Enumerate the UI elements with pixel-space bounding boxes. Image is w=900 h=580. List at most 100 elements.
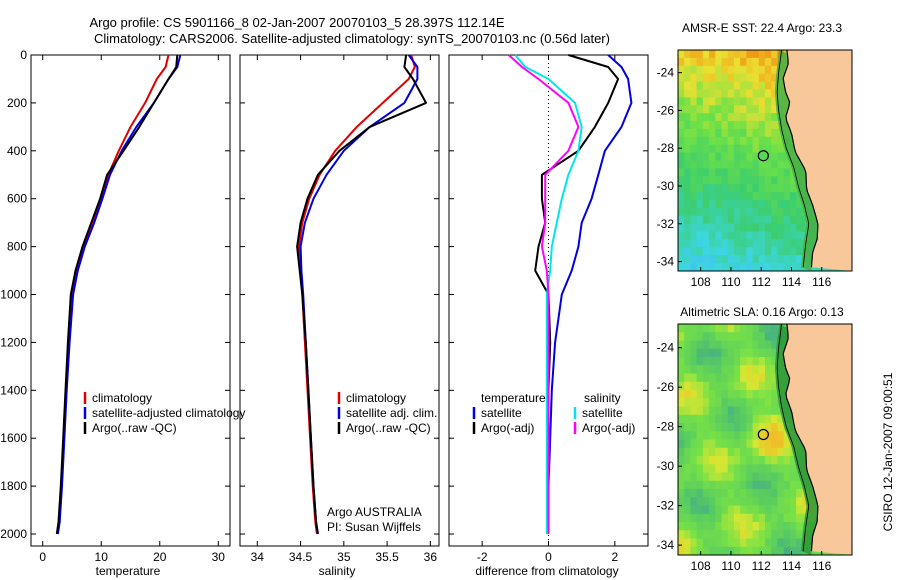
field-cell bbox=[733, 513, 741, 523]
field-cell bbox=[678, 332, 685, 342]
field-cell bbox=[690, 255, 698, 264]
field-cell bbox=[727, 538, 735, 548]
field-cell bbox=[758, 390, 766, 399]
field-cell bbox=[752, 340, 760, 350]
field-cell bbox=[740, 505, 747, 515]
field-cell bbox=[715, 144, 723, 154]
field-cell bbox=[709, 89, 716, 98]
field-cell bbox=[727, 152, 735, 162]
field-cell bbox=[777, 263, 785, 271]
y-tick-label: 400 bbox=[7, 144, 27, 158]
field-cell bbox=[765, 538, 772, 548]
field-cell bbox=[727, 255, 735, 264]
field-cell bbox=[796, 263, 803, 271]
field-cell bbox=[746, 136, 754, 146]
field-cell bbox=[765, 439, 772, 449]
field-cell bbox=[771, 513, 778, 523]
field-cell bbox=[721, 365, 729, 375]
field-cell bbox=[740, 522, 747, 531]
field-cell bbox=[740, 456, 747, 465]
field-cell bbox=[696, 223, 704, 233]
field-cell bbox=[771, 223, 778, 233]
field-cell bbox=[746, 464, 754, 474]
field-cell bbox=[796, 505, 803, 515]
field-cell bbox=[709, 105, 716, 114]
field-cell bbox=[715, 128, 723, 138]
field-cell bbox=[740, 136, 747, 146]
map-y-tick-label: -26 bbox=[657, 103, 675, 117]
field-cell bbox=[678, 255, 685, 264]
field-cell bbox=[715, 113, 723, 122]
field-cell bbox=[715, 97, 723, 106]
field-cell bbox=[696, 105, 704, 114]
field-cell bbox=[733, 57, 741, 67]
field-cell bbox=[771, 200, 778, 209]
field-cell bbox=[733, 472, 741, 482]
field-cell bbox=[783, 480, 791, 490]
field-cell bbox=[758, 200, 766, 209]
field-cell bbox=[771, 192, 778, 201]
field-cell bbox=[765, 472, 772, 482]
field-cell bbox=[696, 513, 704, 523]
field-cell bbox=[678, 89, 685, 98]
field-cell bbox=[733, 381, 741, 391]
field-cell bbox=[746, 223, 754, 233]
field-cell bbox=[765, 160, 772, 169]
field-cell bbox=[758, 439, 766, 449]
field-cell bbox=[684, 231, 691, 240]
field-cell bbox=[777, 522, 785, 531]
field-cell bbox=[702, 414, 710, 424]
field-cell bbox=[721, 89, 729, 98]
field-cell bbox=[702, 255, 710, 264]
field-cell bbox=[684, 447, 691, 457]
field-cell bbox=[690, 365, 698, 375]
field-cell bbox=[715, 530, 723, 540]
series-line-satellite-0 bbox=[547, 54, 633, 534]
field-cell bbox=[709, 373, 716, 383]
field-cell bbox=[690, 207, 698, 217]
field-cell bbox=[696, 73, 704, 83]
field-cell bbox=[727, 480, 735, 490]
field-cell bbox=[746, 505, 754, 515]
field-cell bbox=[765, 176, 772, 185]
side-label: CSIRO 12-Jan-2007 09:00:51 bbox=[881, 372, 895, 531]
field-cell bbox=[789, 223, 797, 233]
field-cell bbox=[721, 398, 729, 408]
field-cell bbox=[771, 406, 778, 416]
field-cell bbox=[765, 414, 772, 424]
field-cell bbox=[690, 390, 698, 399]
field-cell bbox=[702, 489, 710, 498]
field-cell bbox=[721, 160, 729, 169]
field-cell bbox=[696, 192, 704, 201]
field-cell bbox=[690, 398, 698, 408]
field-cell bbox=[758, 73, 766, 83]
field-cell bbox=[740, 247, 747, 256]
field-cell bbox=[740, 357, 747, 366]
field-cell bbox=[721, 81, 729, 91]
field-cell bbox=[796, 538, 803, 548]
field-cell bbox=[727, 546, 735, 555]
field-cell bbox=[696, 480, 704, 490]
field-cell bbox=[696, 398, 704, 408]
field-cell bbox=[696, 176, 704, 185]
field-cell bbox=[758, 546, 766, 555]
field-cell bbox=[678, 113, 685, 122]
field-cell bbox=[740, 423, 747, 432]
field-cell bbox=[678, 522, 685, 531]
field-cell bbox=[771, 105, 778, 114]
field-cell bbox=[758, 513, 766, 523]
field-cell bbox=[765, 505, 772, 515]
temperature-legend: climatology satellite-adjusted climatolo… bbox=[83, 391, 245, 435]
field-cell bbox=[709, 472, 716, 482]
field-cell bbox=[721, 176, 729, 185]
field-cell bbox=[702, 439, 710, 449]
field-cell bbox=[727, 373, 735, 383]
field-cell bbox=[796, 239, 803, 248]
legend-label-climatology: climatology bbox=[346, 391, 406, 405]
y-tick-label: 600 bbox=[7, 192, 27, 206]
field-cell bbox=[684, 105, 691, 114]
field-cell bbox=[702, 168, 710, 177]
field-cell bbox=[684, 121, 691, 130]
field-cell bbox=[690, 522, 698, 531]
field-cell bbox=[727, 390, 735, 399]
